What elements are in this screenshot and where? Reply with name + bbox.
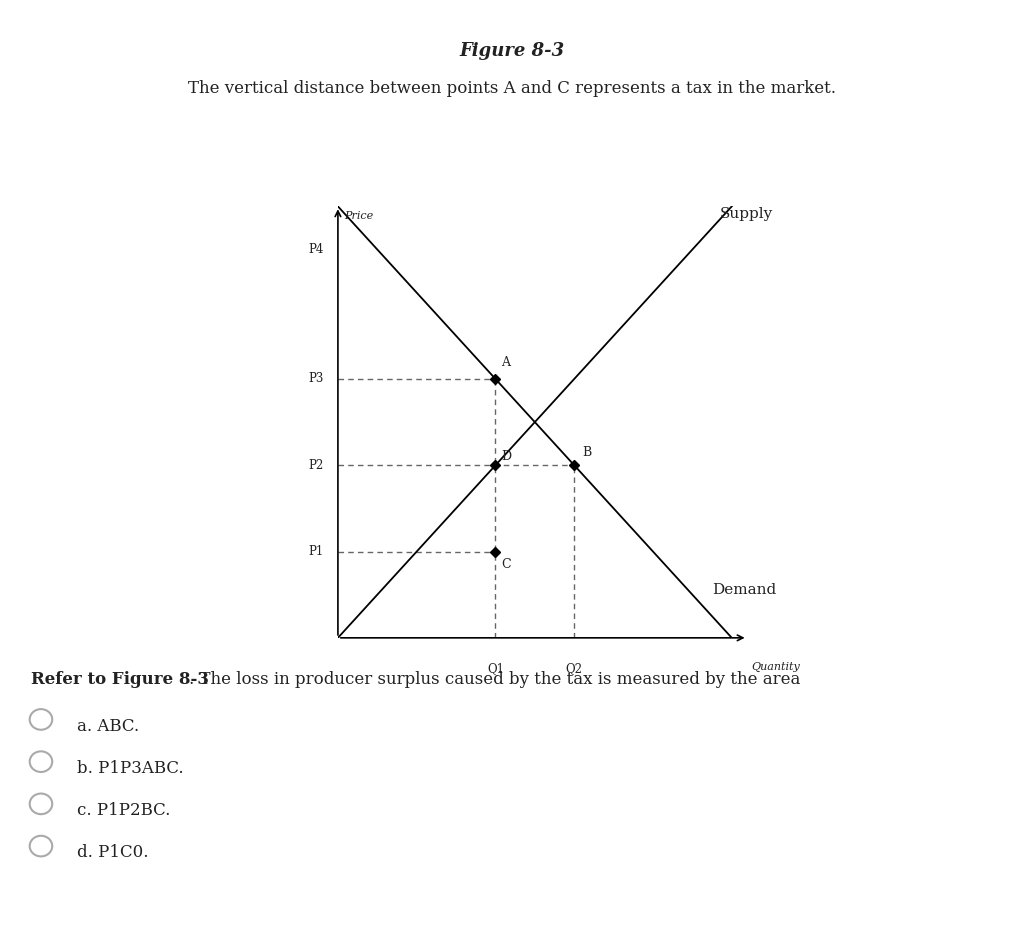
Text: Q2: Q2: [565, 662, 583, 675]
Text: A: A: [501, 356, 510, 369]
Text: d. P1C0.: d. P1C0.: [77, 844, 148, 861]
Text: P3: P3: [308, 372, 324, 386]
Text: P2: P2: [308, 459, 324, 472]
Text: a. ABC.: a. ABC.: [77, 718, 139, 734]
Text: Demand: Demand: [712, 583, 776, 598]
Text: Q1: Q1: [487, 662, 504, 675]
Text: Quantity: Quantity: [752, 662, 800, 673]
Text: c. P1P2BC.: c. P1P2BC.: [77, 802, 170, 819]
Text: Refer to Figure 8-3: Refer to Figure 8-3: [31, 671, 209, 688]
Text: D: D: [501, 449, 511, 462]
Text: C: C: [501, 557, 511, 570]
Text: Figure 8-3: Figure 8-3: [460, 42, 564, 60]
Text: P4: P4: [308, 243, 324, 256]
Text: b. P1P3ABC.: b. P1P3ABC.: [77, 760, 183, 777]
Text: B: B: [582, 446, 591, 460]
Text: P1: P1: [308, 545, 324, 558]
Text: The vertical distance between points A and C represents a tax in the market.: The vertical distance between points A a…: [188, 80, 836, 97]
Text: . The loss in producer surplus caused by the tax is measured by the area: . The loss in producer surplus caused by…: [189, 671, 801, 688]
Text: Price: Price: [344, 211, 374, 220]
Text: Supply: Supply: [720, 206, 773, 220]
